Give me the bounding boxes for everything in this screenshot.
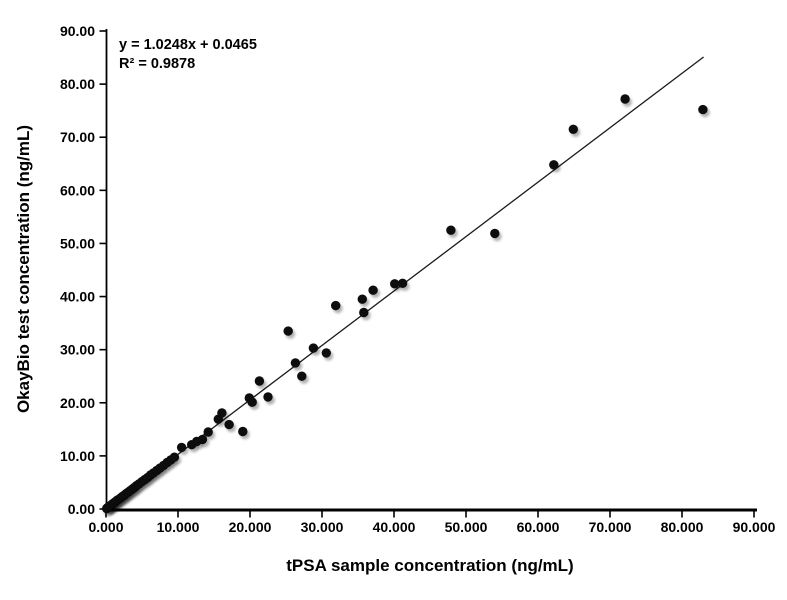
x-tick-label: 60.000 [517, 519, 560, 535]
x-tick-label: 10.000 [157, 519, 200, 535]
data-point [698, 104, 708, 115]
data-point [217, 408, 227, 418]
x-tick-label: 40.000 [373, 519, 416, 535]
data-point [224, 419, 234, 430]
y-tick-label: 10.00 [60, 448, 95, 464]
data-point [197, 434, 208, 445]
y-tick-label: 40.00 [60, 289, 95, 305]
x-axis-title: tPSA sample concentration (ng/mL) [286, 556, 574, 575]
data-point [247, 397, 257, 407]
data-point [357, 294, 367, 304]
data-point [620, 94, 630, 104]
x-tick-label: 70.000 [589, 519, 632, 535]
y-axis-title: OkayBio test concentration (ng/mL) [14, 124, 33, 414]
x-tick-label: 30.000 [301, 519, 344, 535]
data-point [390, 279, 400, 289]
r-squared-label: R² = 0.9878 [119, 56, 196, 72]
x-tick-label: 20.000 [229, 519, 272, 535]
data-point [290, 358, 301, 368]
data-point [446, 225, 456, 235]
data-point [568, 124, 578, 134]
x-tick-label: 80.000 [661, 519, 704, 535]
data-point [549, 160, 559, 170]
y-tick-label: 80.00 [60, 76, 95, 92]
data-point [368, 285, 378, 295]
data-point [203, 427, 213, 437]
x-tick-label: 50.000 [445, 519, 488, 535]
data-point [490, 228, 500, 239]
y-tick-label: 0.00 [68, 501, 95, 517]
data-point [283, 326, 293, 336]
y-tick-label: 50.00 [60, 235, 95, 251]
x-tick-label: 90.000 [733, 519, 776, 535]
data-point [397, 278, 408, 288]
data-point [297, 371, 307, 381]
data-point [263, 392, 273, 402]
data-point [176, 442, 187, 453]
data-point [331, 300, 341, 311]
x-tick-label: 0.000 [88, 519, 123, 535]
y-tick-label: 60.00 [60, 182, 95, 198]
y-tick-label: 70.00 [60, 129, 95, 145]
trendline-equation-label: y = 1.0248x + 0.0465 [119, 37, 257, 53]
y-tick-label: 30.00 [60, 342, 95, 358]
y-tick-label: 20.00 [60, 395, 95, 411]
y-tick-label: 90.00 [60, 23, 95, 39]
data-point [359, 307, 369, 318]
data-point [321, 348, 331, 358]
data-point [238, 426, 248, 437]
data-point [254, 376, 265, 386]
data-point [308, 343, 319, 353]
data-point [169, 452, 180, 462]
